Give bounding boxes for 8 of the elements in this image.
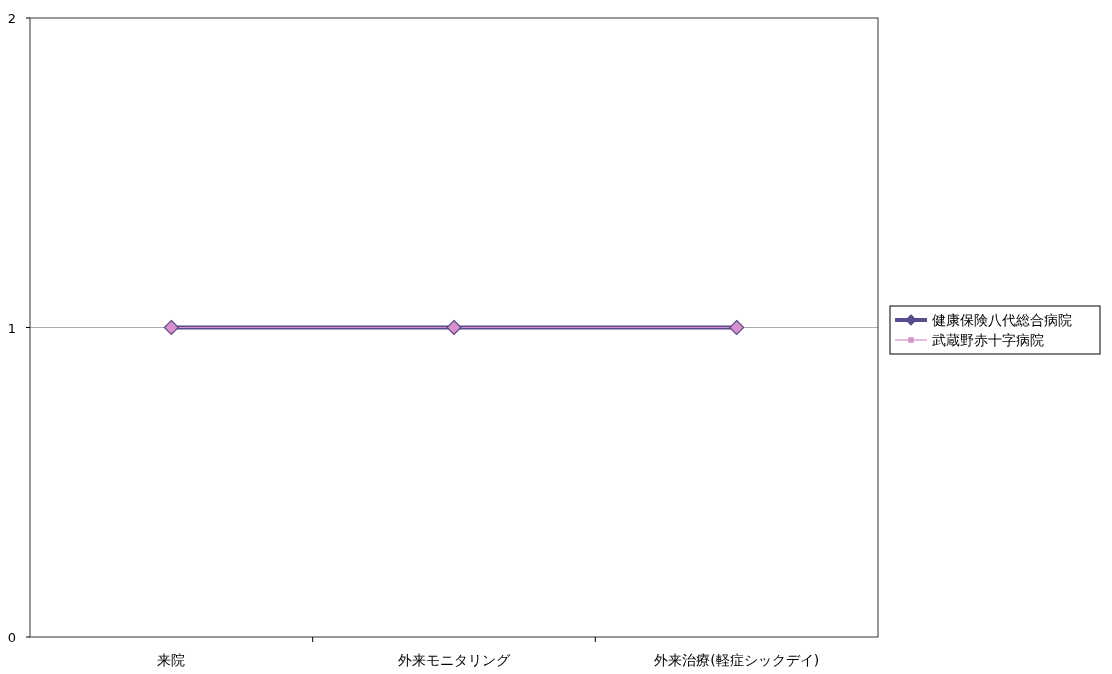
x-tick-label: 外来モニタリング <box>398 652 511 668</box>
y-tick-label: 1 <box>7 320 16 336</box>
x-tick-label: 来院 <box>157 652 186 668</box>
y-tick-label: 2 <box>7 11 16 26</box>
legend-label: 武蔵野赤十字病院 <box>932 332 1044 348</box>
x-tick-label: 外来治療(軽症シックデイ) <box>654 652 820 668</box>
y-tick-label: 0 <box>7 630 16 645</box>
legend-label: 健康保険八代総合病院 <box>932 312 1072 328</box>
